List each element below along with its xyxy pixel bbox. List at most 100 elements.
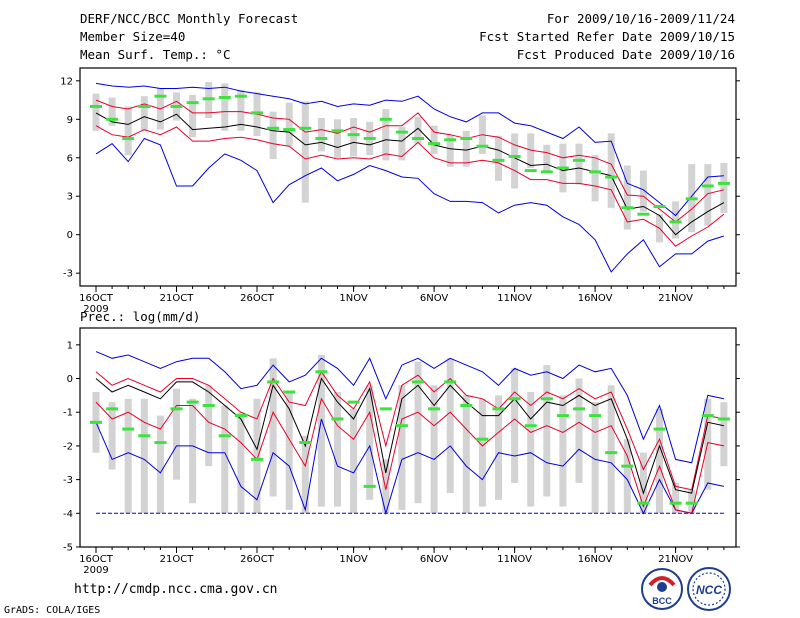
box-bar (720, 162, 728, 213)
y-tick-label: 12 (60, 76, 73, 87)
box-bar (382, 459, 390, 514)
box-bar (478, 398, 486, 507)
box-bar (672, 201, 680, 239)
median-mark (90, 420, 102, 424)
box-bar (623, 165, 631, 230)
y-tick-label: 9 (67, 115, 73, 126)
x-tick-label: 1NOV (339, 554, 368, 565)
forecast-period: For 2009/10/16-2009/11/24 (546, 11, 735, 26)
box-bar (108, 97, 116, 126)
box-bar (140, 398, 148, 514)
x-tick-label: 26OCT (240, 293, 275, 304)
box-bar (575, 143, 583, 185)
median-mark (573, 158, 585, 162)
median-mark (138, 104, 151, 108)
median-mark (251, 457, 263, 461)
median-mark (154, 441, 167, 445)
median-mark (637, 501, 650, 505)
median-mark (669, 501, 682, 505)
y-tick-label: 0 (67, 230, 73, 241)
y-tick-label: 1 (67, 340, 73, 351)
box-bar (398, 126, 406, 161)
produced-date: Fcst Produced Date 2009/10/16 (516, 47, 735, 62)
median-mark (283, 128, 296, 132)
median-mark (524, 169, 537, 173)
series-min-line (95, 418, 725, 516)
median-mark (637, 212, 650, 216)
box-bar (189, 398, 197, 504)
box-bar (269, 111, 277, 160)
median-mark (202, 97, 215, 101)
series-lower-line (95, 125, 725, 247)
box-bar (704, 164, 712, 226)
precip-title: Prec.: log(mm/d) (80, 309, 201, 324)
box-bar (591, 402, 599, 514)
box-bar (543, 144, 551, 172)
median-mark (508, 154, 521, 158)
median-mark (621, 206, 634, 210)
median-mark (379, 117, 392, 121)
median-mark (589, 414, 602, 418)
x-tick-label: 16OCT (79, 554, 114, 565)
box-bar (511, 368, 519, 483)
median-mark (122, 137, 135, 141)
median-mark (573, 407, 585, 411)
median-mark (428, 407, 441, 411)
box-bar (656, 408, 663, 514)
box-bar (446, 358, 454, 494)
box-bar (156, 415, 164, 514)
box-bar (607, 133, 615, 208)
median-mark (347, 400, 360, 404)
x-tick-label: 1NOV (339, 293, 368, 304)
x-tick-label: 16OCT (79, 293, 114, 304)
y-tick-label: -1 (63, 408, 73, 419)
box-bar (221, 83, 229, 131)
median-mark (428, 142, 441, 146)
median-mark (138, 434, 151, 438)
box-bar (414, 116, 422, 144)
series-max-line (95, 82, 724, 217)
box-bar (124, 398, 132, 514)
median-mark (234, 94, 247, 98)
plot-frame (79, 327, 737, 548)
y-tick-label: -3 (63, 475, 73, 486)
box-bar (301, 435, 309, 514)
box-bar (237, 412, 245, 514)
median-mark (444, 380, 457, 384)
median-mark (202, 403, 215, 407)
median-mark (283, 390, 296, 394)
series-upper-line (95, 99, 725, 223)
box-bar (511, 133, 519, 189)
median-mark (218, 434, 231, 438)
bcc-logo: BCC (641, 568, 683, 610)
median-mark (395, 424, 408, 428)
box-bar (237, 89, 245, 131)
median-mark (315, 370, 328, 374)
x-tick-label: 16NOV (578, 554, 613, 565)
median-mark (379, 407, 392, 411)
median-mark (331, 417, 344, 421)
median-mark (476, 437, 489, 441)
median-mark (170, 407, 183, 411)
box-bar (108, 402, 116, 470)
box-bar (462, 395, 470, 514)
variable-label: Mean Surf. Temp.: °C (80, 47, 231, 62)
plot-frame (79, 67, 737, 287)
member-size: Member Size=40 (80, 29, 186, 44)
median-mark (251, 111, 263, 115)
source-url[interactable]: http://cmdp.ncc.cma.gov.cn (74, 582, 278, 597)
y-tick-label: -4 (63, 509, 73, 520)
x-tick-label: 21NOV (658, 293, 693, 304)
median-mark (685, 197, 698, 201)
median-mark (122, 427, 135, 431)
grads-credit: GrADS: COLA/IGES (4, 605, 101, 616)
box-bar (495, 135, 502, 181)
median-mark (476, 144, 489, 148)
median-mark (218, 95, 231, 99)
box-bar (462, 130, 470, 167)
series-lower-line (95, 397, 725, 514)
series-min-line (95, 137, 725, 273)
x-tick-label: 21OCT (160, 554, 195, 565)
box-bar (575, 378, 583, 483)
